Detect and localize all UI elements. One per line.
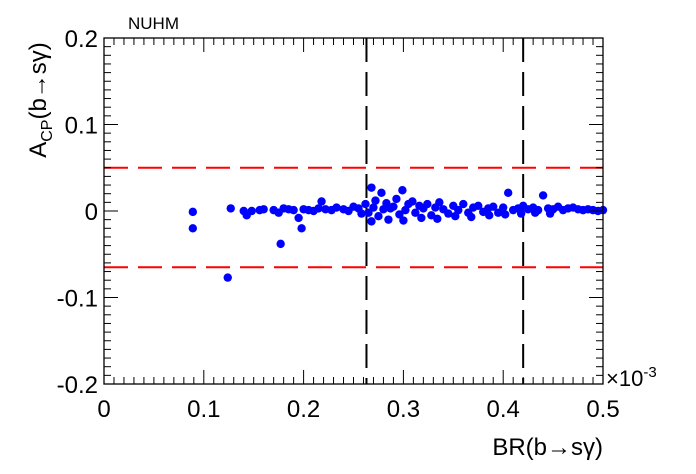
data-point: [494, 208, 503, 217]
data-point: [474, 201, 483, 211]
x-axis-multiplier-exponent: -3: [643, 364, 656, 381]
x-axis-multiplier-base: ×10: [606, 366, 643, 391]
data-point: [297, 224, 306, 233]
y-axis-label-subscript: CP: [39, 120, 56, 142]
x-tick-label: 0.1: [187, 396, 220, 423]
data-point: [314, 204, 323, 213]
chart-title: NUHM: [128, 14, 179, 33]
data-point: [389, 202, 398, 211]
data-point: [417, 213, 426, 223]
data-point: [451, 211, 460, 221]
data-point: [485, 211, 494, 220]
data-point: [367, 217, 376, 226]
data-point: [444, 209, 453, 218]
data-point: [423, 199, 432, 209]
data-point: [332, 203, 341, 212]
data-point: [500, 210, 510, 219]
svg-text:ACP(b→sγ): ACP(b→sγ): [25, 42, 56, 158]
data-point: [408, 197, 417, 206]
y-axis-label-rest: (b→sγ): [25, 42, 52, 119]
x-tick-label: 0: [97, 396, 110, 423]
data-point: [459, 199, 468, 209]
data-point: [357, 209, 366, 218]
y-tick-label: 0: [85, 199, 98, 226]
data-point: [467, 212, 476, 222]
data-point: [276, 239, 285, 249]
data-point: [259, 205, 268, 214]
data-point: [377, 188, 386, 198]
x-tick-label: 0.2: [287, 396, 320, 423]
y-tick-label: 0.1: [65, 113, 98, 140]
data-point: [384, 215, 393, 224]
data-point: [364, 208, 373, 217]
data-point: [371, 196, 380, 205]
tick-labels: 0 0.1 0.2 0.3 0.4 0.5 -0.2 -0.1 0 0.1 0.2: [57, 26, 620, 423]
data-point: [188, 224, 198, 233]
data-point: [399, 216, 408, 225]
data-point: [294, 213, 303, 223]
y-tick-label: -0.1: [57, 286, 98, 313]
data-point: [374, 211, 383, 221]
data-point: [188, 207, 198, 217]
data-point: [361, 199, 370, 209]
data-point: [545, 209, 555, 218]
data-point: [411, 208, 420, 217]
y-tick-label: -0.2: [57, 372, 98, 399]
x-tick-label: 0.3: [387, 396, 420, 423]
data-point: [435, 198, 444, 207]
data-point: [530, 208, 540, 217]
data-points: [188, 183, 608, 282]
data-point: [226, 204, 235, 213]
data-point: [503, 188, 513, 198]
data-point: [367, 183, 376, 192]
axes: [103, 37, 604, 385]
data-point: [516, 209, 526, 218]
x-axis-label: BR(b→sγ): [492, 434, 603, 461]
data-point: [369, 203, 378, 212]
data-point: [289, 205, 298, 215]
data-point: [317, 197, 326, 206]
x-axis-multiplier: ×10-3: [606, 364, 657, 391]
data-point: [223, 273, 232, 282]
y-axis-label: ACP(b→sγ): [25, 42, 56, 158]
data-point: [247, 206, 256, 216]
data-point: [395, 210, 404, 219]
y-axis-label-main: A: [25, 142, 52, 158]
data-point: [538, 191, 548, 200]
data-point: [433, 214, 442, 223]
x-tick-label: 0.4: [487, 396, 520, 423]
data-point: [499, 203, 508, 212]
x-tick-label: 0.5: [586, 396, 619, 423]
data-point: [489, 202, 498, 211]
data-point: [398, 186, 407, 195]
y-tick-label: 0.2: [65, 26, 98, 53]
data-point: [392, 194, 401, 204]
